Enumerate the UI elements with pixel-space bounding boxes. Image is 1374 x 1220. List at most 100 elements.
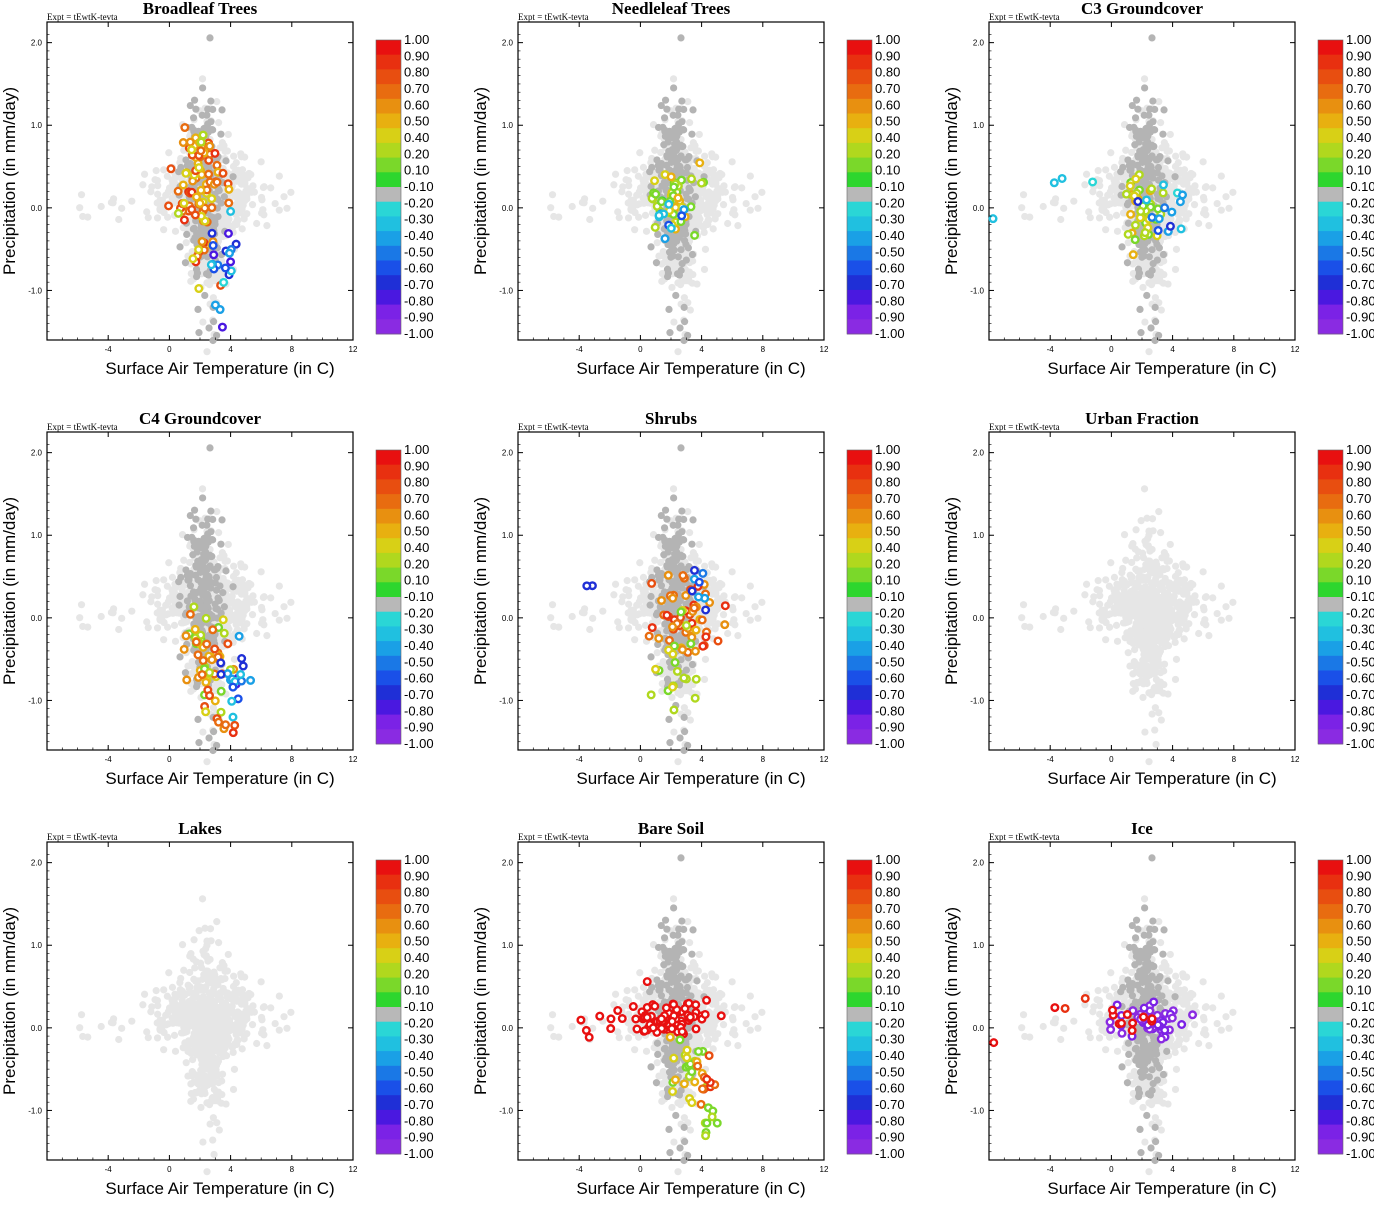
colorbar-label: 1.00 <box>1346 32 1371 47</box>
colorbar-label: 0.10 <box>404 573 429 588</box>
colorbar: 1.000.900.800.700.600.500.400.200.10-0.1… <box>376 442 434 751</box>
scatter-point-neutral <box>222 157 229 164</box>
scatter-point-bg <box>115 216 122 223</box>
scatter-point-bg <box>210 294 217 301</box>
colorbar-label: -0.30 <box>404 622 434 637</box>
colorbar-swatch <box>847 231 872 246</box>
scatter-point <box>175 210 182 217</box>
expt-label: Expt = tEwtK-tevta <box>518 12 589 22</box>
scatter-point-bg <box>215 529 222 536</box>
scatter-point <box>1156 215 1163 222</box>
scatter-point-neutral <box>665 306 672 313</box>
scatter-point-bg <box>280 193 287 200</box>
scatter-point <box>203 615 210 622</box>
scatter-point-neutral <box>1149 97 1156 104</box>
scatter-point-bg <box>1114 228 1121 235</box>
scatter-point <box>228 698 235 705</box>
scatter-point-bg <box>1200 158 1207 165</box>
scatter-point-bg <box>747 207 754 214</box>
scatter-point-bg <box>249 611 256 618</box>
colorbar-label: 0.40 <box>404 130 429 145</box>
colorbar-swatch <box>376 84 401 99</box>
scatter-point <box>1167 223 1174 230</box>
scatter-point-neutral <box>190 127 197 134</box>
scatter-point-bg <box>153 167 160 174</box>
scatter-point-bg <box>78 601 85 608</box>
scatter-point-bg <box>154 592 161 599</box>
x-tick-label: 12 <box>349 345 358 354</box>
scatter-point <box>214 162 221 169</box>
scatter-point-bg <box>139 181 146 188</box>
colorbar-swatch <box>1318 55 1343 70</box>
scatter-point-bg <box>1060 205 1067 212</box>
colorbar-swatch <box>1318 216 1343 231</box>
scatter-point-bg <box>729 568 736 575</box>
scatter-point-neutral <box>1137 329 1144 336</box>
scatter-point <box>168 165 175 172</box>
colorbar-swatch <box>847 40 872 55</box>
scatter-point-bg <box>1020 191 1027 198</box>
scatter-point-bg <box>234 190 241 197</box>
scatter-point-bg <box>1229 189 1236 196</box>
scatter-point <box>230 714 237 721</box>
scatter-point-bg <box>199 485 206 492</box>
colorbar-swatch <box>847 290 872 305</box>
y-tick-label: 1.0 <box>31 531 43 540</box>
scatter-point-neutral <box>187 582 194 589</box>
y-tick-label: 0.0 <box>502 204 514 213</box>
scatter-point-neutral <box>202 574 209 581</box>
colorbar-swatch <box>376 715 401 730</box>
scatter-point-neutral <box>1140 252 1147 259</box>
scatter-point <box>183 632 190 639</box>
scatter-point-bg <box>643 228 650 235</box>
colorbar-label: 0.70 <box>404 491 429 506</box>
scatter-point-bg <box>1182 178 1189 185</box>
scatter-point <box>1127 183 1134 190</box>
colorbar-swatch <box>1318 305 1343 320</box>
scatter-point <box>227 208 234 215</box>
scatter-point-bg <box>1173 246 1180 253</box>
scatter-point-bg <box>729 158 736 165</box>
colorbar-label: -0.90 <box>404 310 434 325</box>
y-tick-label: -1.0 <box>970 286 984 295</box>
colorbar-swatch <box>847 172 872 187</box>
colorbar-label: 0.90 <box>404 48 429 63</box>
scatter-point-neutral <box>1126 124 1133 131</box>
scatter-point-bg <box>599 198 606 205</box>
colorbar-swatch <box>847 143 872 158</box>
scatter-point-neutral <box>1160 106 1167 113</box>
colorbar-label: -0.80 <box>1346 293 1374 308</box>
scatter-point-neutral <box>677 246 684 253</box>
x-tick-label: -4 <box>105 345 113 354</box>
scatter-point-neutral <box>666 329 673 336</box>
scatter-point-bg <box>186 559 193 566</box>
scatter-point-bg <box>668 284 675 291</box>
scatter-point <box>217 660 224 667</box>
scatter-point-bg <box>569 203 576 210</box>
scatter-point-neutral <box>675 105 682 112</box>
y-tick-label: 2.0 <box>502 39 514 48</box>
x-tick-label: -4 <box>105 755 113 764</box>
scatter-point-bg <box>1083 171 1090 178</box>
scatter-point-bg <box>729 209 736 216</box>
colorbar-swatch <box>376 114 401 129</box>
scatter-point-bg <box>108 199 115 206</box>
scatter-point-bg <box>215 119 222 126</box>
scatter-point-neutral <box>205 734 212 741</box>
scatter-point <box>238 655 245 662</box>
scatter-point-neutral <box>195 739 202 746</box>
scatter-point-bg <box>631 576 638 583</box>
colorbar-label: -0.40 <box>875 228 905 243</box>
scatter-point-bg <box>160 166 167 173</box>
scatter-point-bg <box>724 630 731 637</box>
scatter-point-bg <box>640 200 647 207</box>
colorbar-swatch <box>847 187 872 202</box>
y-tick-label: 0.0 <box>973 204 985 213</box>
colorbar-label: 0.50 <box>1346 114 1371 129</box>
scatter-point <box>209 230 216 237</box>
scatter-point-bg <box>234 600 241 607</box>
scatter-point-bg <box>1085 208 1092 215</box>
colorbar-label: -0.70 <box>1346 277 1374 292</box>
scatter-point-neutral <box>221 603 228 610</box>
